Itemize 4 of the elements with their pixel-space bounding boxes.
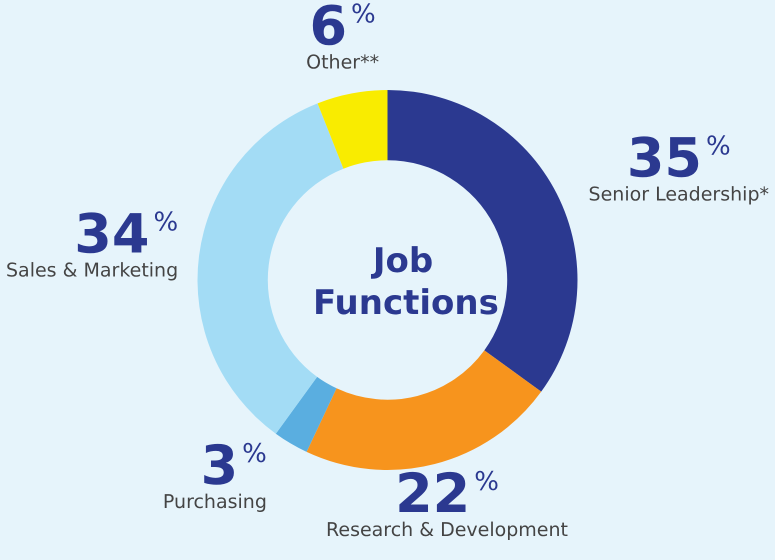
slice-label: Senior Leadership*	[588, 183, 770, 206]
slice-label: Purchasing	[162, 490, 267, 513]
slice-label: Sales & Marketing	[6, 259, 178, 282]
text: Job Functions	[313, 240, 499, 324]
